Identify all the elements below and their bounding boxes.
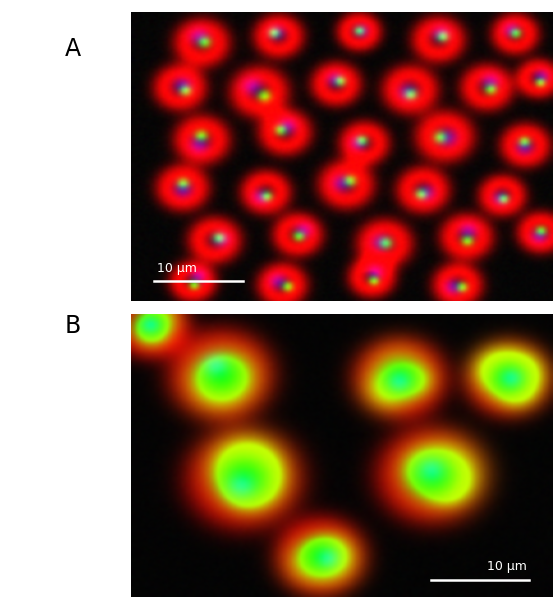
Text: A: A (65, 37, 80, 60)
Text: B: B (64, 314, 81, 337)
Text: 10 μm: 10 μm (157, 262, 196, 275)
Text: 10 μm: 10 μm (487, 560, 527, 574)
